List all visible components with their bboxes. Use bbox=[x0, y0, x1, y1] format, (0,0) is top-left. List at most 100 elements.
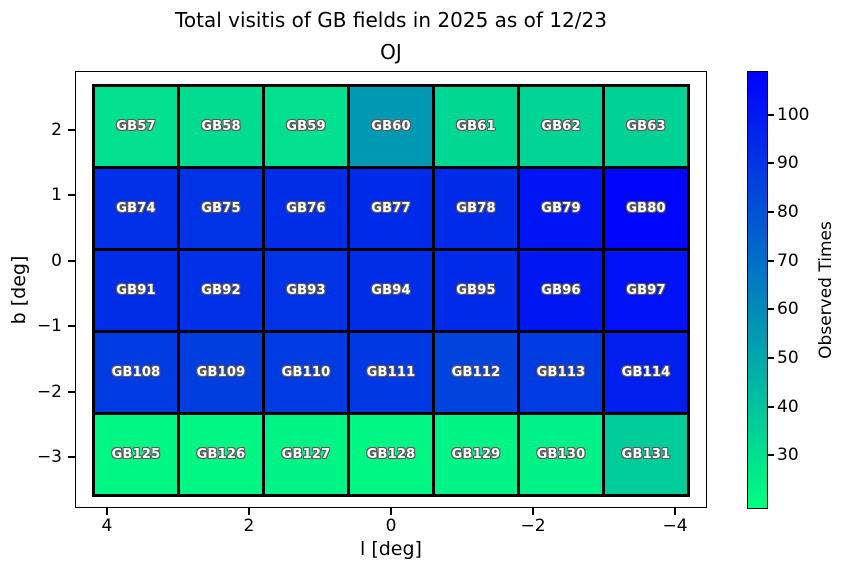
heatmap-cell-gb63: GB63 bbox=[605, 87, 687, 166]
heatmap-cell-label: GB92 bbox=[201, 283, 241, 298]
heatmap-cell-label: GB58 bbox=[201, 119, 241, 134]
heatmap-cell-label: GB91 bbox=[116, 283, 156, 298]
heatmap-cell-label: GB78 bbox=[456, 201, 496, 216]
heatmap-cell-gb131: GB131 bbox=[605, 415, 687, 494]
heatmap-cell-label: GB110 bbox=[281, 365, 331, 380]
heatmap-cell-gb62: GB62 bbox=[520, 87, 602, 166]
colorbar-tick-mark bbox=[768, 162, 774, 165]
heatmap-cell-gb60: GB60 bbox=[350, 87, 432, 166]
heatmap-cell-label: GB94 bbox=[371, 283, 411, 298]
heatmap-cell-gb130: GB130 bbox=[520, 415, 602, 494]
heatmap-cell-gb95: GB95 bbox=[435, 251, 517, 330]
heatmap-cell-label: GB126 bbox=[196, 447, 246, 462]
y-tick-label: 2 bbox=[51, 119, 62, 140]
heatmap-cell-label: GB75 bbox=[201, 201, 241, 216]
x-tick-label: 0 bbox=[385, 516, 397, 536]
heatmap-cell-gb108: GB108 bbox=[95, 333, 177, 412]
colorbar-tick-mark bbox=[768, 405, 774, 408]
heatmap-cell-label: GB111 bbox=[366, 365, 416, 380]
colorbar-tick-label: 70 bbox=[777, 250, 799, 271]
colorbar-tick-mark bbox=[768, 211, 774, 214]
heatmap-cell-label: GB79 bbox=[541, 201, 581, 216]
heatmap-cell-gb96: GB96 bbox=[520, 251, 602, 330]
x-tick-label: 2 bbox=[243, 516, 255, 536]
heatmap-cell-gb110: GB110 bbox=[265, 333, 347, 412]
heatmap-cell-gb109: GB109 bbox=[180, 333, 262, 412]
heatmap-cell-gb127: GB127 bbox=[265, 415, 347, 494]
y-tick-mark bbox=[68, 325, 75, 328]
y-tick-mark bbox=[68, 128, 75, 131]
y-tick-mark bbox=[68, 259, 75, 262]
y-axis-label: b [deg] bbox=[8, 255, 30, 325]
x-axis-label: l [deg] bbox=[360, 538, 422, 560]
heatmap-cell-label: GB80 bbox=[626, 201, 666, 216]
heatmap-cell-label: GB113 bbox=[536, 365, 586, 380]
colorbar-tick-mark bbox=[768, 454, 774, 457]
colorbar-label: Observed Times bbox=[816, 221, 836, 359]
heatmap-cell-gb57: GB57 bbox=[95, 87, 177, 166]
heatmap-mesh: GB57 GB58 GB59 GB60 GB61 GB62 GB63 GB74 GB75 GB76… bbox=[92, 84, 690, 497]
heatmap-cell-label: GB114 bbox=[621, 365, 671, 380]
heatmap-cell-gb75: GB75 bbox=[180, 169, 262, 248]
heatmap-cell-gb74: GB74 bbox=[95, 169, 177, 248]
heatmap-cell-gb79: GB79 bbox=[520, 169, 602, 248]
heatmap-cell-gb59: GB59 bbox=[265, 87, 347, 166]
heatmap-cell-gb97: GB97 bbox=[605, 251, 687, 330]
heatmap-cell-label: GB62 bbox=[541, 119, 581, 134]
x-tick-mark bbox=[105, 508, 108, 515]
chart-title: Total visitis of GB fields in 2025 as of… bbox=[175, 8, 607, 32]
heatmap-cell-label: GB95 bbox=[456, 283, 496, 298]
heatmap-cell-gb129: GB129 bbox=[435, 415, 517, 494]
x-tick-mark bbox=[390, 508, 392, 515]
heatmap-cell-gb58: GB58 bbox=[180, 87, 262, 166]
heatmap-cell-label: GB97 bbox=[626, 283, 666, 298]
y-tick-label: −2 bbox=[36, 381, 62, 402]
chart-subtitle: OJ bbox=[380, 40, 402, 64]
heatmap-cell-gb61: GB61 bbox=[435, 87, 517, 166]
heatmap-cell-gb112: GB112 bbox=[435, 333, 517, 412]
heatmap-cell-label: GB77 bbox=[371, 201, 411, 216]
heatmap-cell-label: GB128 bbox=[366, 447, 416, 462]
x-tick-mark bbox=[532, 508, 535, 515]
y-tick-mark bbox=[68, 390, 75, 393]
heatmap-cell-gb77: GB77 bbox=[350, 169, 432, 248]
heatmap-cell-gb111: GB111 bbox=[350, 333, 432, 412]
heatmap-cell-gb93: GB93 bbox=[265, 251, 347, 330]
colorbar-tick-label: 90 bbox=[777, 153, 799, 174]
x-tick-mark bbox=[247, 508, 250, 515]
y-tick-label: 0 bbox=[51, 250, 62, 271]
y-tick-mark bbox=[68, 194, 75, 197]
heatmap-cell-gb125: GB125 bbox=[95, 415, 177, 494]
heatmap-cell-gb128: GB128 bbox=[350, 415, 432, 494]
y-tick-label: 1 bbox=[51, 185, 62, 206]
heatmap-cell-gb94: GB94 bbox=[350, 251, 432, 330]
colorbar-tick-label: 100 bbox=[777, 104, 810, 125]
colorbar-tick-mark bbox=[768, 113, 774, 116]
colorbar bbox=[747, 71, 768, 509]
heatmap-cell-label: GB59 bbox=[286, 119, 326, 134]
x-tick-label: 4 bbox=[101, 516, 113, 536]
heatmap-cell-label: GB57 bbox=[116, 119, 156, 134]
colorbar-tick-label: 60 bbox=[777, 299, 799, 320]
y-tick-mark bbox=[68, 455, 75, 458]
heatmap-cell-gb126: GB126 bbox=[180, 415, 262, 494]
x-tick-label: −2 bbox=[520, 516, 546, 536]
heatmap-cell-gb91: GB91 bbox=[95, 251, 177, 330]
heatmap-cell-gb78: GB78 bbox=[435, 169, 517, 248]
heatmap-cell-label: GB60 bbox=[371, 119, 411, 134]
heatmap-cell-label: GB61 bbox=[456, 119, 496, 134]
colorbar-tick-mark bbox=[768, 357, 774, 360]
heatmap-cell-gb114: GB114 bbox=[605, 333, 687, 412]
heatmap-cell-label: GB74 bbox=[116, 201, 156, 216]
x-tick-label: −4 bbox=[662, 516, 688, 536]
heatmap-cell-label: GB108 bbox=[111, 365, 161, 380]
colorbar-tick-label: 50 bbox=[777, 348, 799, 369]
heatmap-cell-label: GB130 bbox=[536, 447, 586, 462]
heatmap-cell-gb80: GB80 bbox=[605, 169, 687, 248]
colorbar-tick-mark bbox=[768, 259, 774, 262]
heatmap-cell-label: GB127 bbox=[281, 447, 331, 462]
colorbar-tick-label: 40 bbox=[777, 396, 799, 417]
colorbar-tick-label: 30 bbox=[777, 445, 799, 466]
heatmap-cell-label: GB112 bbox=[451, 365, 501, 380]
heatmap-cell-label: GB109 bbox=[196, 365, 246, 380]
